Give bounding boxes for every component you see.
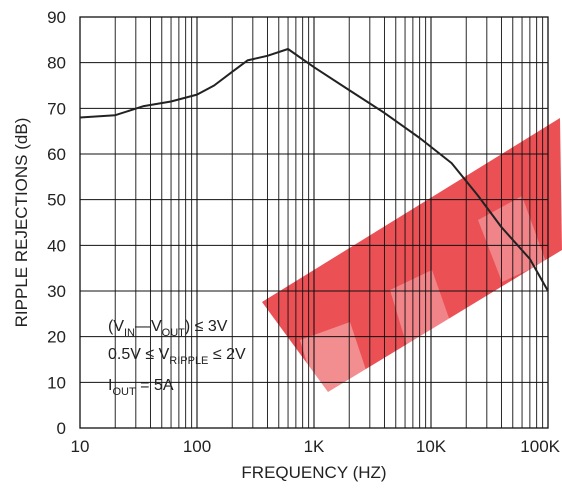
x-tick-label: 100K [520,437,560,456]
grid-layer [80,17,548,428]
y-tick-label: 10 [47,373,66,392]
annotation-text: ) ≤ 3V [185,318,228,335]
plot-frame [79,16,549,429]
annotation-text: I [108,377,112,394]
y-tick-label: 90 [47,8,66,27]
y-tick-label: 0 [57,419,66,438]
y-axis-title: RIPPLE REJECTIONS (dB) [12,118,31,328]
annotation-text: = 5A [136,377,174,394]
annotation-text: —V [135,318,162,335]
condition-annotation: IOUT = 5A [108,377,174,398]
annotation-subscript: RIPPLE [169,355,208,367]
watermark-layer [262,118,562,400]
annotation-subscript: OUT [112,386,136,398]
y-tick-label: 40 [47,236,66,255]
annotation-text: 0.5V ≤ V [108,346,170,363]
y-tick-label: 60 [47,145,66,164]
tick-label-layer: 0 10 20 30 40 50 60 70 80 90 10 100 1K 10K 100K [47,8,561,456]
y-tick-label: 70 [47,99,66,118]
annotation-text: ≤ 2V [208,346,246,363]
series-layer [79,48,549,292]
annotation-text: (V [108,318,124,335]
x-axis-title: FREQUENCY (HZ) [241,463,386,482]
x-tick-label: 10K [416,437,447,456]
x-tick-label: 100 [183,437,211,456]
y-tick-label: 20 [47,328,66,347]
annotation-subscript: OUT [162,327,186,339]
x-tick-label: 10 [71,437,90,456]
watermark-notch [300,322,372,400]
condition-annotation: (VIN—VOUT) ≤ 3V [108,318,228,339]
series-line [79,48,549,292]
annotation-subscript: IN [124,327,135,339]
y-tick-label: 30 [47,282,66,301]
y-tick-label: 80 [47,54,66,73]
x-tick-label: 1K [304,437,325,456]
condition-annotation: 0.5V ≤ VRIPPLE ≤ 2V [108,346,246,367]
plot-frame-layer [79,16,549,429]
y-tick-label: 50 [47,191,66,210]
